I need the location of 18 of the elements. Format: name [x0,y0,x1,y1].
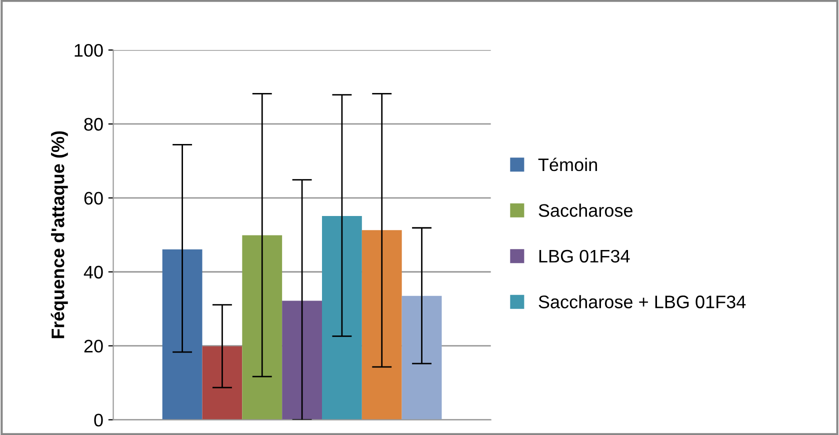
y-tick-label: 20 [84,340,103,353]
y-tick-label: 40 [84,266,103,279]
bar [362,230,402,420]
y-tick-label: 0 [94,414,103,426]
y-tick-label: 60 [84,192,103,205]
legend-label: LBG 01F34 [539,250,630,263]
bar [162,249,202,420]
legend-label: Saccharose [538,204,632,217]
bar [242,235,282,420]
bar [322,216,362,420]
bar [282,300,322,420]
legend-label: Témoin [538,158,597,172]
bar [402,296,442,420]
bar [202,346,242,420]
legend-label: Saccharose + LBG 01F34 [538,295,746,308]
y-tick-label: 80 [84,118,103,131]
y-axis-title: Fréquence d'attaque (%) [50,131,68,338]
y-tick-label: 100 [74,44,103,57]
